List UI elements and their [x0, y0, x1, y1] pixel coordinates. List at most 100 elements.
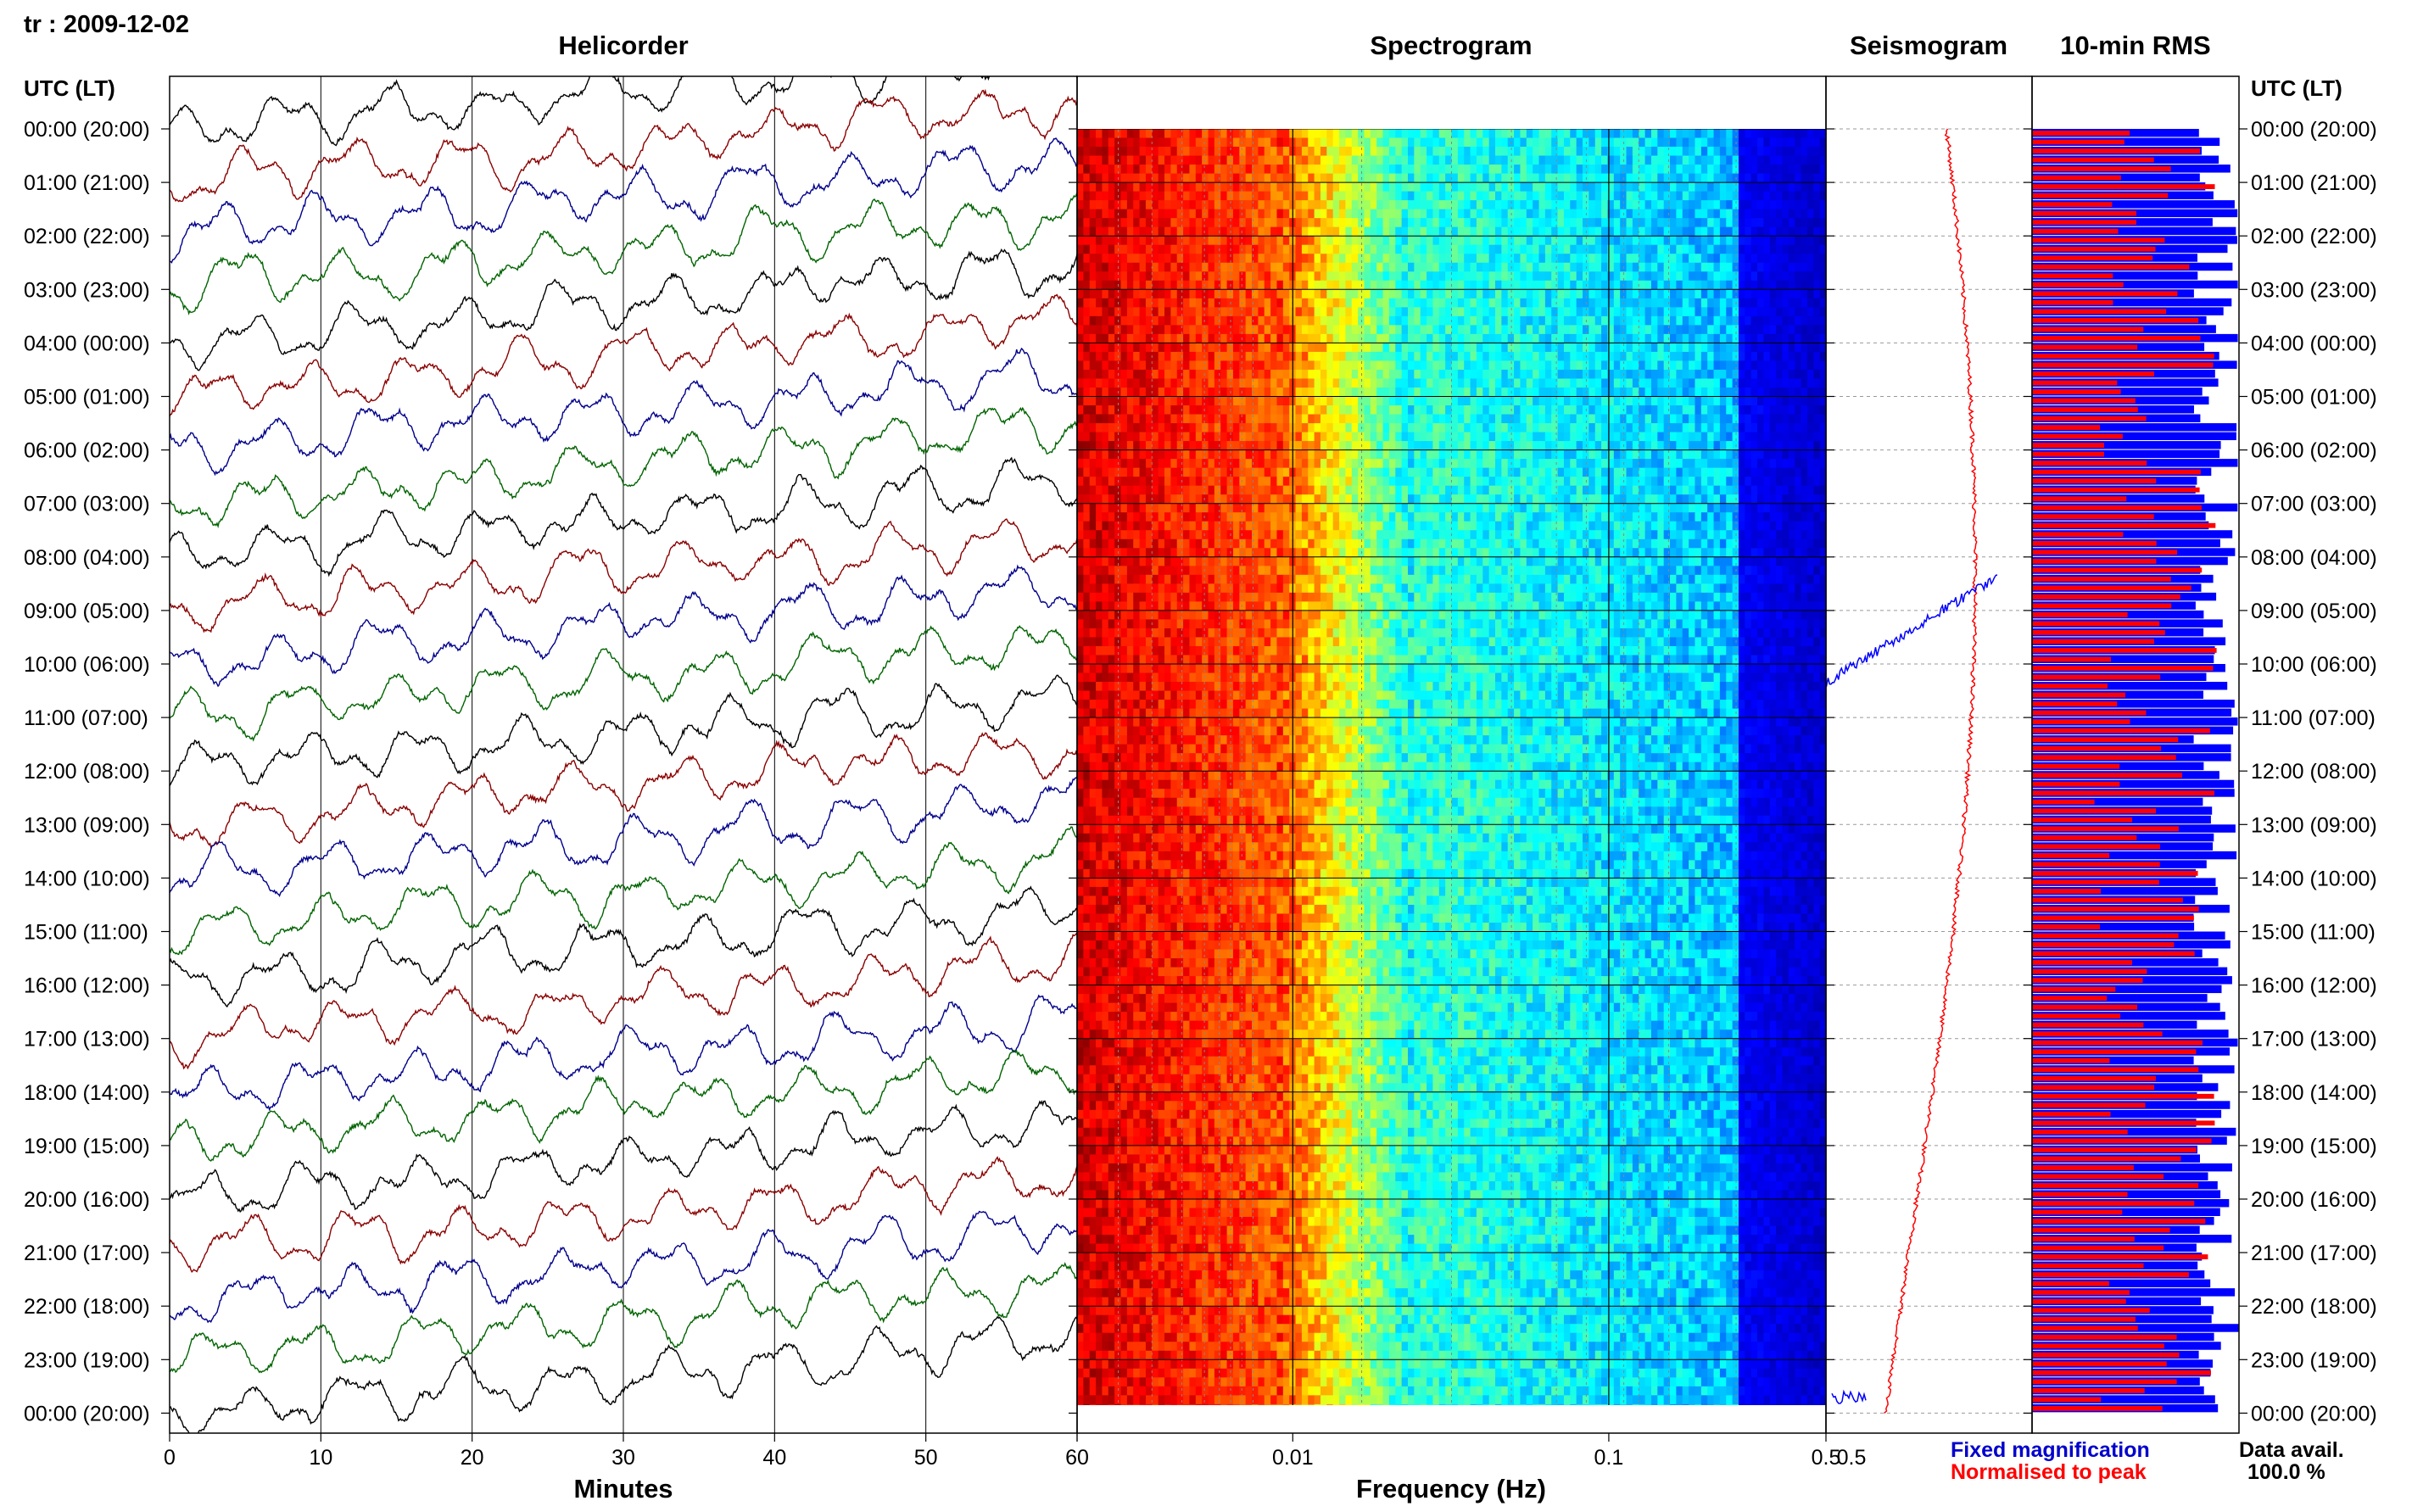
- spectrogram-cell: [1239, 192, 1246, 201]
- spectrogram-cell: [1083, 129, 1090, 138]
- spectrogram-cell: [1333, 405, 1340, 415]
- spectrogram-cell: [1558, 388, 1565, 397]
- helicorder-plot: [170, 31, 1077, 1439]
- spectrogram-cell: [1133, 236, 1140, 245]
- spectrogram-cell: [1383, 307, 1390, 316]
- spectrogram-cell: [1364, 334, 1371, 343]
- spectrogram-cell: [1664, 477, 1671, 486]
- spectrogram-cell: [1265, 459, 1271, 468]
- spectrogram-cell: [1345, 378, 1352, 388]
- spectrogram-cell: [1283, 245, 1290, 254]
- spectrogram-cell: [1558, 227, 1565, 237]
- spectrogram-cell: [1296, 486, 1303, 495]
- spectrogram-cell: [1539, 397, 1546, 406]
- spectrogram-cell: [1189, 343, 1196, 352]
- spectrogram-cell: [1520, 298, 1527, 308]
- spectrogram-cell: [1209, 441, 1215, 450]
- spectrogram-cell: [1183, 174, 1190, 183]
- spectrogram-cell: [1657, 174, 1664, 183]
- spectrogram-cell: [1352, 254, 1359, 263]
- spectrogram-cell: [1371, 432, 1377, 442]
- spectrogram-cell: [1220, 298, 1227, 308]
- spectrogram-cell: [1695, 147, 1701, 156]
- spectrogram-cell: [1189, 245, 1196, 254]
- spectrogram-cell: [1146, 147, 1153, 156]
- spectrogram-cell: [1383, 165, 1390, 174]
- spectrogram-cell: [1283, 477, 1290, 486]
- spectrogram-cell: [1639, 174, 1645, 183]
- spectrogram-cell: [1108, 352, 1115, 361]
- spectrogram-cell: [1177, 182, 1184, 192]
- spectrogram-cell: [1627, 174, 1633, 183]
- spectrogram-cell: [1276, 352, 1283, 361]
- spectrogram-cell: [1489, 298, 1496, 308]
- spectrogram-cell: [1302, 423, 1309, 432]
- spectrogram-cell: [1458, 432, 1465, 442]
- spectrogram-cell: [1707, 405, 1714, 415]
- spectrogram-cell: [1533, 360, 1539, 370]
- spectrogram-cell: [1432, 486, 1439, 495]
- spectrogram-cell: [1108, 325, 1115, 334]
- spectrogram-cell: [1090, 450, 1097, 460]
- spectrogram-cell: [1720, 450, 1727, 460]
- spectrogram-cell: [1439, 388, 1446, 397]
- spectrogram-cell: [1389, 138, 1396, 148]
- spectrogram-cell: [1376, 450, 1383, 460]
- spectrogram-cell: [1077, 156, 1084, 165]
- spectrogram-cell: [1757, 388, 1764, 397]
- spectrogram-cell: [1745, 138, 1751, 148]
- spectrogram-cell: [1090, 307, 1097, 316]
- spectrogram-cell: [1577, 271, 1583, 281]
- spectrogram-cell: [1414, 281, 1421, 290]
- spectrogram-cell: [1177, 450, 1184, 460]
- spectrogram-cell: [1320, 450, 1327, 460]
- time-label-right: 23:00 (19:00): [2251, 1348, 2377, 1372]
- spectrogram-cell: [1471, 307, 1477, 316]
- spectrogram-cell: [1202, 129, 1209, 138]
- spectrogram-cell: [1196, 192, 1203, 201]
- spectrogram-cell: [1807, 441, 1814, 450]
- spectrogram-cell: [1352, 486, 1359, 495]
- spectrogram-cell: [1214, 423, 1221, 432]
- spectrogram-cell: [1183, 245, 1190, 254]
- spectrogram-cell: [1577, 405, 1583, 415]
- spectrogram-cell: [1352, 298, 1359, 308]
- spectrogram-cell: [1595, 209, 1602, 219]
- spectrogram-cell: [1757, 477, 1764, 486]
- spectrogram-cell: [1801, 156, 1808, 165]
- spectrogram-cell: [1651, 432, 1658, 442]
- spectrogram-cell: [1520, 129, 1527, 138]
- spectrogram-cell: [1813, 334, 1820, 343]
- spectrogram-cell: [1458, 129, 1465, 138]
- spectrogram-cell: [1689, 397, 1695, 406]
- spectrogram-cell: [1489, 397, 1496, 406]
- spectrogram-cell: [1614, 343, 1621, 352]
- spectrogram-cell: [1651, 441, 1658, 450]
- spectrogram-cell: [1595, 370, 1602, 379]
- spectrogram-cell: [1726, 281, 1733, 290]
- spectrogram-cell: [1695, 129, 1701, 138]
- spectrogram-cell: [1564, 352, 1571, 361]
- spectrogram-cell: [1807, 174, 1814, 183]
- spectrogram-cell: [1795, 281, 1801, 290]
- spectrogram-cell: [1651, 227, 1658, 237]
- spectrogram-cell: [1127, 271, 1134, 281]
- spectrogram-cell: [1439, 165, 1446, 174]
- spectrogram-cell: [1639, 200, 1645, 209]
- spectrogram-cell: [1339, 281, 1346, 290]
- spectrogram-cell: [1233, 254, 1240, 263]
- spectrogram-cell: [1096, 459, 1103, 468]
- spectrogram-cell: [1533, 129, 1539, 138]
- spectrogram-cell: [1482, 209, 1489, 219]
- spectrogram-cell: [1108, 192, 1115, 201]
- spectrogram-cell: [1421, 156, 1427, 165]
- spectrogram-cell: [1170, 334, 1177, 343]
- spectrogram-cell: [1159, 397, 1165, 406]
- spectrogram-cell: [1202, 218, 1209, 227]
- spectrogram-cell: [1763, 468, 1770, 477]
- spectrogram-cell: [1664, 450, 1671, 460]
- spectrogram-cell: [1770, 325, 1777, 334]
- spectrogram-cell: [1533, 486, 1539, 495]
- spectrogram-cell: [1333, 388, 1340, 397]
- spectrogram-cell: [1458, 459, 1465, 468]
